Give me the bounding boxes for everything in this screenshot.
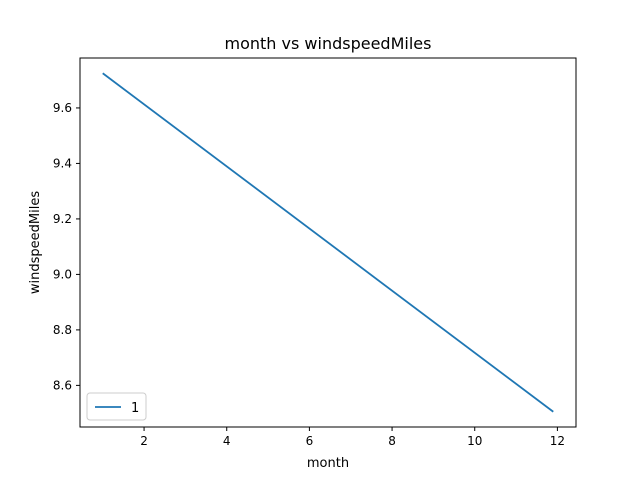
x-tick-label: 10	[467, 434, 482, 448]
y-tick-label: 9.0	[53, 267, 72, 281]
y-tick-label: 9.4	[53, 156, 72, 170]
x-tick-label: 12	[550, 434, 565, 448]
y-axis-label: windspeedMiles	[28, 191, 43, 294]
x-tick-label: 6	[306, 434, 314, 448]
y-tick-label: 9.6	[53, 101, 72, 115]
y-axis-ticks: 8.6 8.8 9.0 9.2 9.4 9.6	[53, 101, 80, 392]
y-tick-label: 8.8	[53, 323, 72, 337]
plot-frame	[79, 57, 577, 428]
chart-title: month vs windspeedMiles	[225, 34, 432, 53]
x-tick-label: 2	[140, 434, 148, 448]
x-tick-label: 8	[388, 434, 396, 448]
legend: 1	[86, 392, 147, 421]
legend-label: 1	[131, 401, 139, 416]
y-tick-label: 8.6	[53, 378, 72, 392]
y-tick-label: 9.2	[53, 212, 72, 226]
x-axis-label: month	[307, 456, 349, 471]
series-line	[102, 72, 554, 413]
series-layer	[102, 72, 554, 413]
x-axis-ticks: 2 4 6 8 10 12	[140, 427, 565, 448]
x-tick-label: 4	[223, 434, 231, 448]
